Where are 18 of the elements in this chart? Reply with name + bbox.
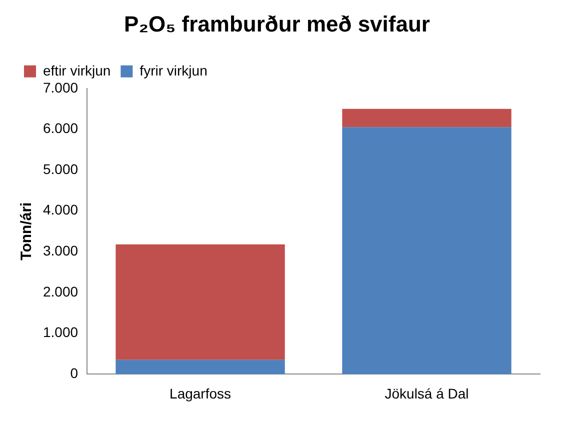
x-tick-label: Lagarfoss xyxy=(170,385,232,402)
x-tick-label: Jökulsá á Dal xyxy=(384,385,469,402)
bar xyxy=(116,244,285,360)
y-tick-label: 7.000 xyxy=(42,79,78,96)
y-tick-label: 2.000 xyxy=(42,283,78,300)
y-tick-label: 0 xyxy=(70,365,78,382)
bar xyxy=(342,127,512,374)
y-axis-title: Tonn/ári xyxy=(18,202,36,260)
chart-title: P₂O₅ framburður með svifaur xyxy=(124,11,430,36)
y-tick-label: 6.000 xyxy=(42,120,78,136)
y-tick-label: 3.000 xyxy=(42,242,78,259)
y-tick-label: 1.000 xyxy=(42,324,78,340)
bar xyxy=(342,108,512,128)
legend-label: fyrir virkjun xyxy=(140,62,208,78)
y-tick-label: 5.000 xyxy=(42,160,78,177)
y-tick-label: 4.000 xyxy=(42,202,78,218)
bar xyxy=(116,360,285,374)
legend-label: eftir virkjun xyxy=(43,62,111,78)
